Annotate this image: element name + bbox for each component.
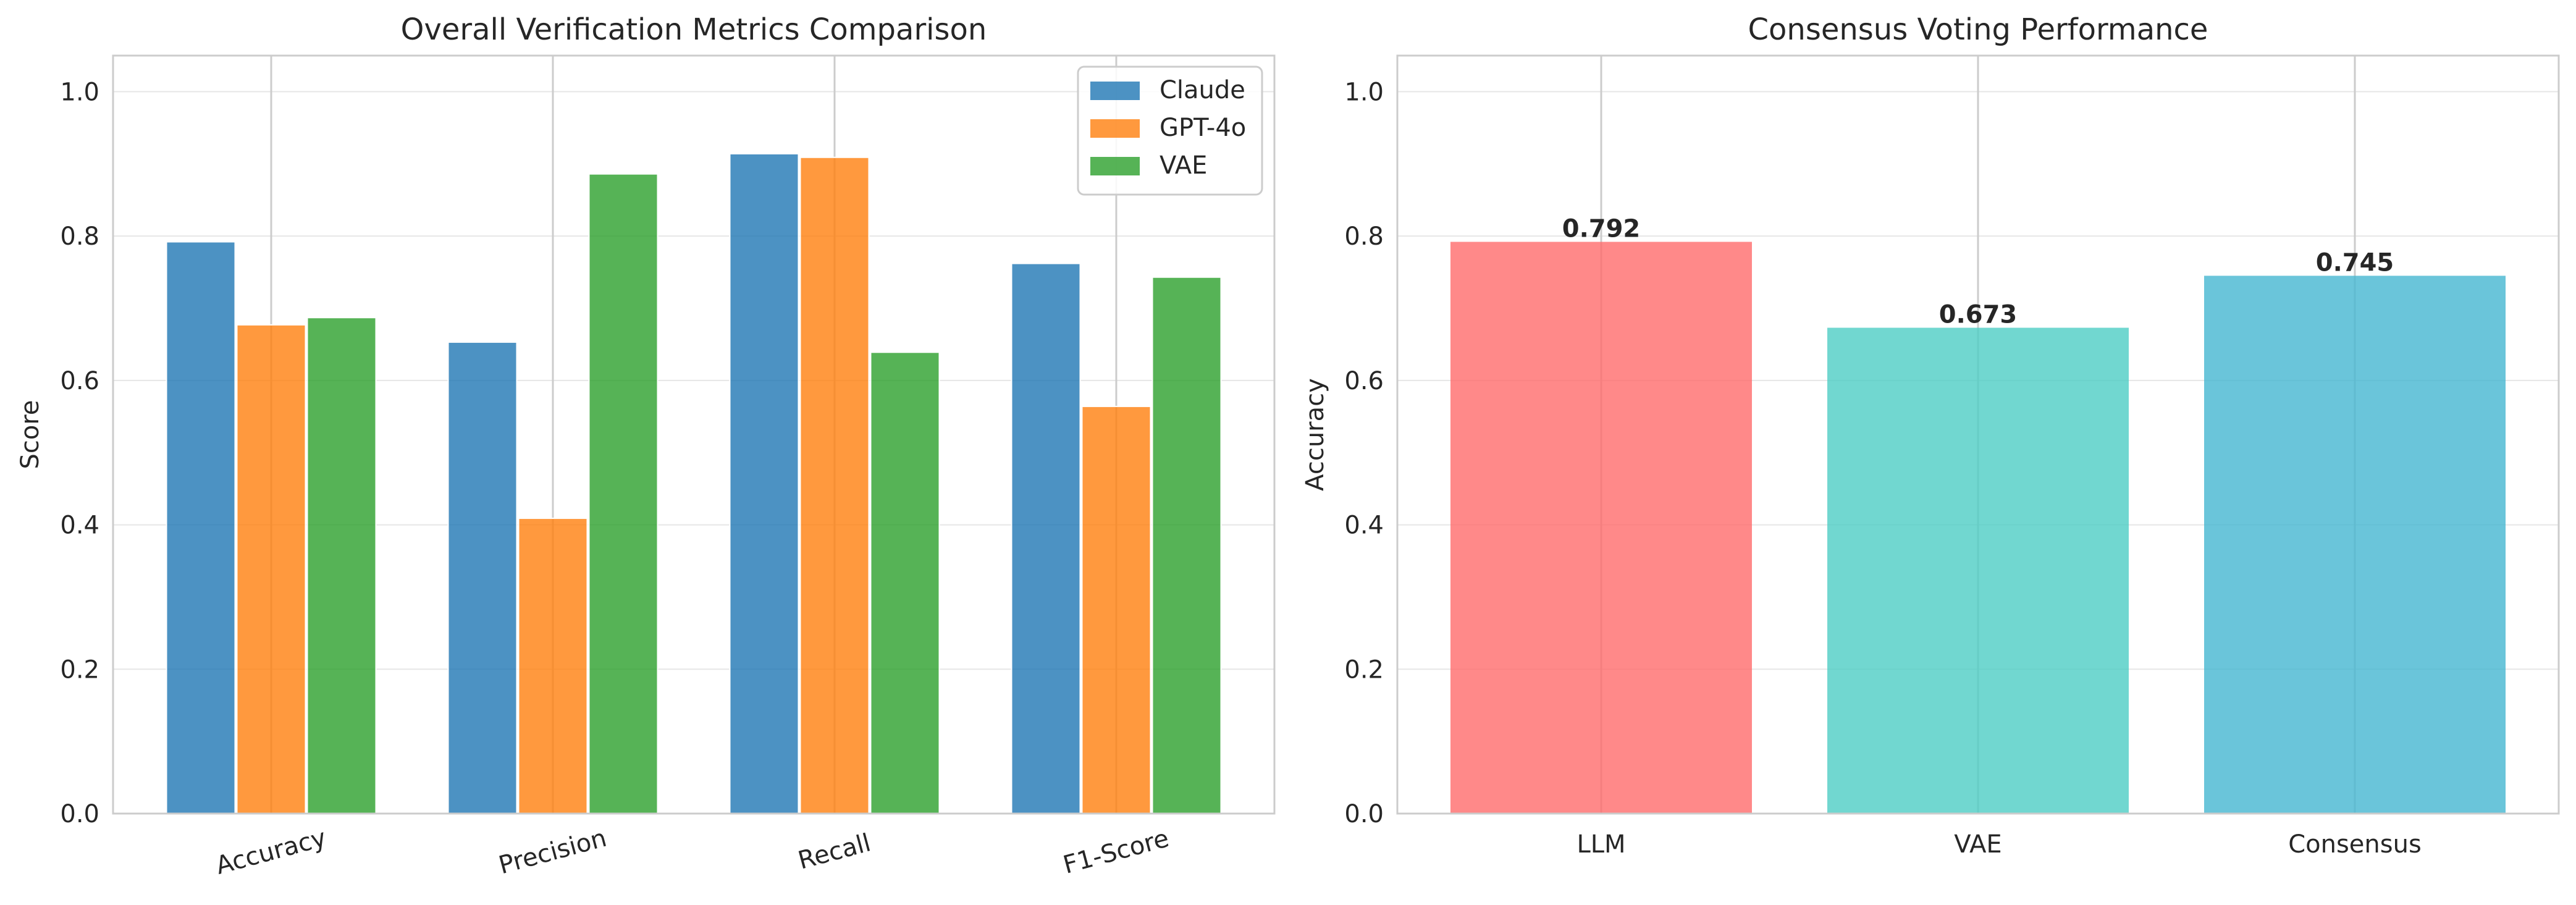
y-axis-label: Score	[16, 400, 44, 469]
y-tick-label: 0.0	[60, 800, 99, 828]
x-tick-label: VAE	[1954, 830, 2001, 859]
bar-gpt-4o-accuracy	[236, 324, 306, 814]
bar-gpt-4o-recall	[799, 156, 870, 815]
bar-gpt-4o-f1-score	[1081, 405, 1151, 814]
bar-vae-accuracy	[306, 317, 377, 814]
bar-claude-accuracy	[166, 241, 236, 814]
legend-swatch	[1090, 119, 1140, 138]
bar-consensus	[2204, 276, 2506, 814]
legend-label: Claude	[1160, 76, 1245, 104]
bar-value-label: 0.745	[2316, 248, 2394, 277]
chart-title: Consensus Voting Performance	[1748, 12, 2208, 47]
x-tick-label: Precision	[496, 824, 610, 880]
x-tick-label: F1-Score	[1060, 824, 1172, 880]
y-tick-label: 0.2	[60, 655, 99, 684]
y-tick-label: 0.0	[1344, 800, 1384, 828]
bar-vae-precision	[588, 173, 659, 814]
bar-claude-precision	[447, 341, 518, 814]
x-tick-label: Recall	[795, 828, 873, 875]
y-tick-label: 1.0	[60, 78, 99, 106]
consensus-voting-chart: 0.0 0.2 0.4 0.6 0.8 1.0 0.792 0.673 0.745 LLM VAE C…	[1301, 12, 2560, 859]
legend-swatch	[1090, 82, 1140, 100]
legend-label: VAE	[1160, 151, 1207, 180]
plot-frame	[112, 54, 1276, 815]
bar-llm	[1450, 242, 1752, 814]
y-tick-label: 0.8	[60, 222, 99, 251]
bar-claude-f1-score	[1011, 263, 1081, 814]
bar-vae	[1827, 327, 2129, 814]
y-tick-label: 0.6	[60, 367, 99, 395]
legend-label: GPT-4o	[1160, 114, 1246, 142]
bar-gpt-4o-precision	[518, 518, 588, 814]
bar-vae-recall	[870, 351, 940, 814]
y-axis-label: Accuracy	[1301, 378, 1329, 491]
plot-frame	[1396, 54, 2560, 815]
y-tick-label: 0.2	[1344, 655, 1384, 684]
x-tick-label: LLM	[1576, 830, 1625, 859]
y-tick-label: 0.8	[1344, 222, 1384, 251]
y-tick-label: 0.4	[60, 511, 99, 540]
y-tick-label: 0.6	[1344, 367, 1384, 395]
legend: Claude GPT-4o VAE	[1077, 65, 1263, 196]
legend-swatch	[1090, 157, 1140, 175]
bar-value-label: 0.792	[1562, 214, 1641, 243]
bar-claude-recall	[729, 153, 799, 815]
y-tick-label: 0.4	[1344, 511, 1384, 540]
chart-title: Overall Verification Metrics Comparison	[401, 12, 987, 47]
bar-value-label: 0.673	[1939, 301, 2018, 329]
bar-vae-f1-score	[1151, 276, 1222, 815]
metrics-comparison-chart: 0.0 0.2 0.4 0.6 0.8 1.0 Accuracy Precision Recal…	[16, 12, 1276, 880]
x-tick-label: Accuracy	[213, 823, 329, 880]
x-tick-label: Consensus	[2288, 830, 2422, 859]
y-tick-label: 1.0	[1344, 78, 1384, 106]
